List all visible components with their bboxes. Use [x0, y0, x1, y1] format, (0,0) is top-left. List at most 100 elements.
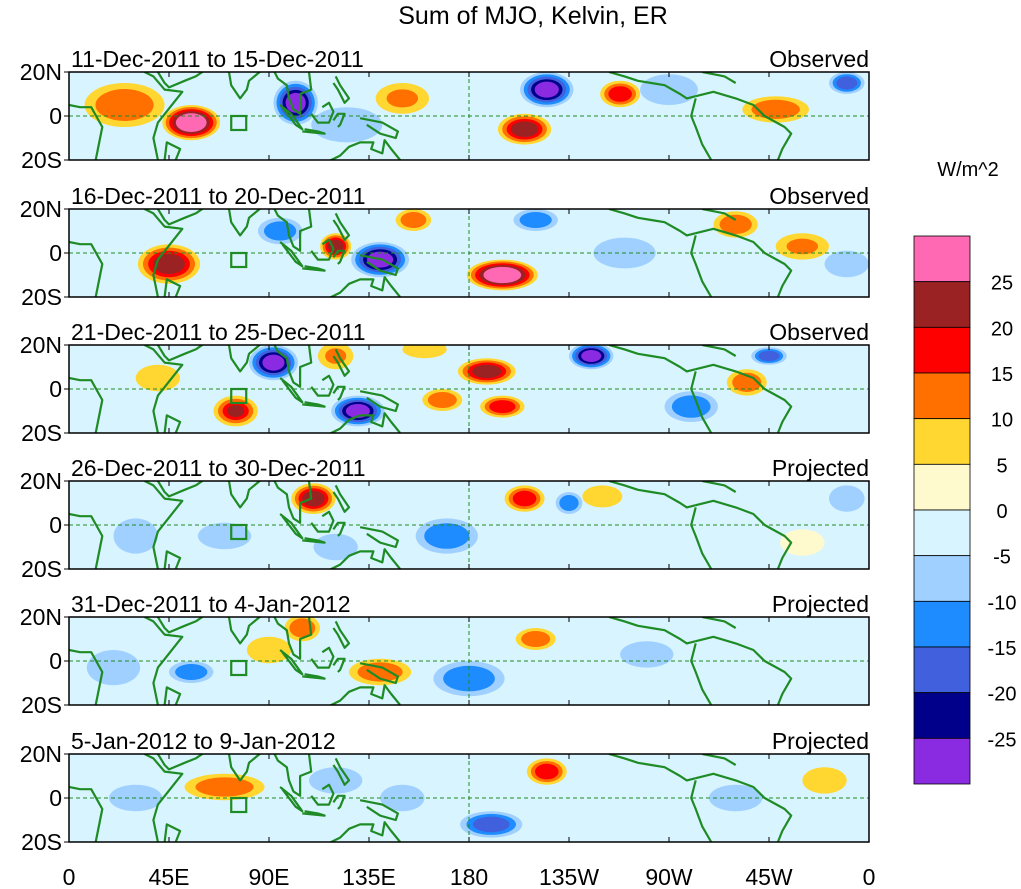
lon-tick-label: 45E — [149, 864, 190, 889]
anomaly-contour — [144, 370, 171, 386]
colorbar-units: W/m^2 — [937, 159, 999, 181]
anomaly-contour — [476, 366, 497, 376]
coastline — [156, 481, 204, 498]
coastline — [226, 481, 262, 509]
coastline — [690, 371, 713, 433]
coastline — [273, 345, 313, 388]
anomaly-contour — [411, 345, 438, 355]
lon-tick-label: 90W — [645, 864, 693, 889]
coastline — [690, 643, 713, 705]
anomaly-contour — [182, 117, 200, 128]
coastline — [310, 783, 335, 806]
anomaly-blob — [311, 107, 383, 143]
anomaly-blob — [422, 389, 463, 411]
coastline — [69, 785, 104, 842]
coastline — [690, 507, 713, 569]
anomaly-blob — [460, 811, 523, 838]
anomaly-blob — [433, 661, 505, 697]
lon-tick-label: 0 — [863, 864, 876, 889]
anomaly-blob — [515, 628, 556, 650]
chart-title: Sum of MJO, Kelvin, ER — [398, 2, 668, 30]
coastline — [608, 345, 696, 373]
coastline — [702, 617, 737, 629]
coastline — [310, 510, 335, 533]
anomaly-contour — [227, 405, 245, 417]
lat-tick-label: 20N — [20, 468, 62, 494]
anomaly-contour — [432, 528, 461, 544]
anomaly-contour — [515, 123, 534, 135]
colorbar-label: 20 — [991, 318, 1013, 340]
anomaly-field — [69, 754, 847, 842]
anomaly-blob — [513, 209, 558, 231]
anomaly-blob — [569, 345, 614, 370]
lat-tick-label: 20N — [20, 59, 62, 85]
coastline — [702, 72, 737, 84]
colorbar-swatch — [913, 509, 971, 557]
map-panel: 20N 0 20S 5-Jan-2012 to 9-Jan-2012 Projected — [20, 728, 870, 855]
colorbar-label: -25 — [988, 729, 1017, 751]
anomaly-blob — [600, 80, 641, 108]
coastline — [69, 512, 104, 569]
anomaly-contour — [181, 667, 202, 677]
anomaly-contour — [725, 218, 746, 231]
lat-tick-label: 20N — [20, 741, 62, 767]
lat-tick-label: 0 — [49, 103, 62, 129]
coastline — [69, 103, 104, 160]
coastline — [608, 617, 696, 645]
colorbar-swatch — [913, 326, 971, 374]
anomaly-contour — [839, 78, 854, 88]
panel-kind-label: Projected — [772, 455, 869, 481]
anomaly-blob — [135, 364, 181, 392]
anomaly-blob — [457, 358, 516, 385]
coastline — [702, 345, 737, 357]
anomaly-blob — [504, 485, 545, 512]
map-panel: 20N 0 20S 26-Dec-2011 to 30-Dec-2011 Project… — [20, 455, 870, 582]
anomaly-contour — [538, 84, 556, 96]
anomaly-blob — [162, 105, 221, 141]
coastline — [690, 98, 713, 160]
coastline — [332, 212, 351, 241]
coastline — [702, 209, 737, 221]
lat-tick-label: 0 — [49, 648, 62, 674]
coastline — [690, 235, 713, 297]
panel-kind-label: Observed — [769, 46, 869, 72]
coastline — [144, 617, 184, 705]
anomaly-blob — [313, 533, 358, 561]
coastline — [226, 345, 262, 373]
anomaly-blob — [726, 369, 767, 396]
coastline — [608, 209, 696, 237]
coastline — [163, 141, 182, 160]
anomaly-blob — [86, 650, 141, 686]
anomaly-blob — [520, 72, 574, 108]
lon-tick-label: 135W — [539, 864, 599, 889]
anomaly-blob — [555, 492, 583, 514]
lon-tick-label: 90E — [249, 864, 290, 889]
coastline — [279, 377, 304, 404]
coastline — [328, 276, 401, 297]
anomaly-contour — [539, 766, 555, 777]
coastline — [144, 481, 184, 569]
coastline — [302, 401, 326, 408]
anomaly-blob — [197, 522, 252, 550]
anomaly-field — [69, 481, 865, 569]
coastline — [279, 513, 304, 540]
coastline — [163, 823, 182, 842]
anomaly-contour — [709, 669, 763, 697]
coastline — [156, 72, 204, 89]
anomaly-blob — [526, 758, 567, 785]
panel-period-label: 31-Dec-2011 to 4-Jan-2012 — [71, 591, 351, 617]
anomaly-blob — [829, 485, 865, 512]
coastline — [702, 481, 737, 493]
lat-tick-label: 20S — [21, 284, 62, 310]
anomaly-contour — [97, 657, 130, 678]
lon-tick-label: 180 — [450, 864, 488, 889]
anomaly-contour — [491, 270, 513, 280]
anomaly-blob — [775, 233, 829, 260]
anomaly-blob — [113, 518, 158, 554]
coastline — [69, 240, 104, 297]
coastline — [328, 139, 401, 160]
anomaly-contour — [319, 772, 352, 789]
lat-tick-label: 20S — [21, 147, 62, 173]
lat-tick-label: 20S — [21, 420, 62, 446]
colorbar-swatch — [913, 737, 971, 785]
